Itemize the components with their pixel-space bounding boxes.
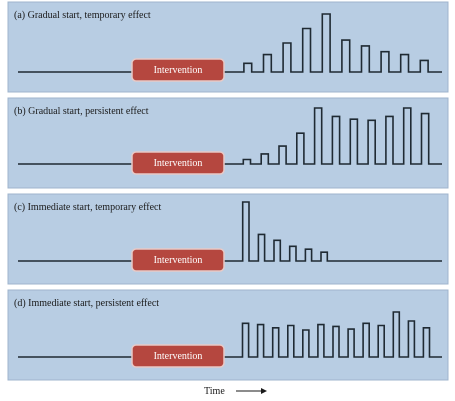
signal-trace (18, 13, 442, 73)
panel-c-signal (18, 201, 442, 262)
panel-a: (a) Gradual start, temporary effect Inte… (7, 1, 449, 93)
panel-a-intervention-label: Intervention (154, 65, 203, 76)
panel-a-intervention-box (131, 58, 225, 82)
signal-trace (18, 311, 442, 358)
panel-b-intervention-box (131, 151, 225, 175)
panel-c-label: (c) Immediate start, temporary effect (14, 202, 161, 213)
panel-c-intervention-box (131, 248, 225, 272)
panel-b-intervention-label: Intervention (154, 158, 203, 169)
panel-c-intervention-label: Intervention (154, 255, 203, 266)
panel-c: (c) Immediate start, temporary effect In… (7, 193, 449, 285)
panel-d-intervention-label: Intervention (154, 351, 203, 362)
panel-b: (b) Gradual start, persistent effect Int… (7, 97, 449, 189)
panel-d: (d) Immediate start, persistent effect I… (7, 289, 449, 381)
signal-trace (18, 201, 442, 262)
panel-a-signal (18, 13, 442, 73)
panel-d-signal (18, 311, 442, 358)
panel-b-label: (b) Gradual start, persistent effect (14, 106, 149, 117)
panel-a-label: (a) Gradual start, temporary effect (14, 10, 151, 21)
time-axis-label: Time (204, 386, 225, 397)
signal-trace (18, 107, 442, 165)
panel-b-signal (18, 107, 442, 165)
panel-c-background (7, 193, 449, 285)
panel-a-background (7, 1, 449, 93)
panel-d-label: (d) Immediate start, persistent effect (14, 298, 159, 309)
panel-d-intervention-box (131, 344, 225, 368)
panel-d-background (7, 289, 449, 381)
